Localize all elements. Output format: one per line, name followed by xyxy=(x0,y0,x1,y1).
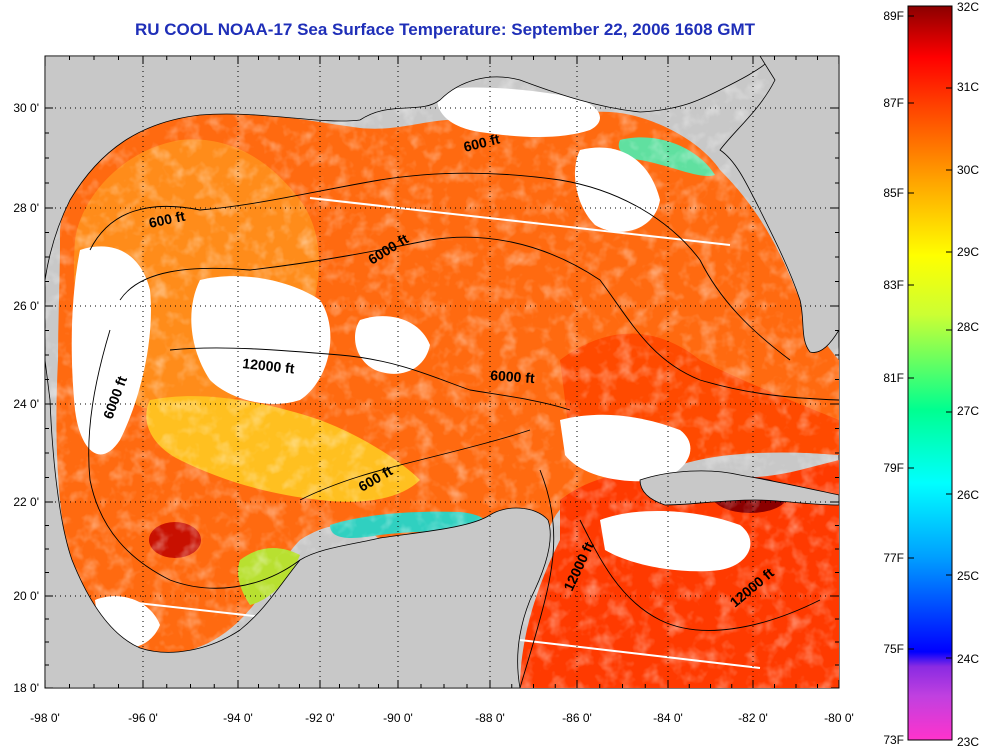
us-gulf-coast xyxy=(45,56,776,281)
latitude-axis: 30 0' 28 0' 26 0' 24 0' 22 0' 20 0' 18 0… xyxy=(13,101,39,695)
lat-label: 30 0' xyxy=(13,101,39,115)
lon-label: -90 0' xyxy=(383,711,413,725)
lon-label: -96 0' xyxy=(128,711,158,725)
lat-label: 28 0' xyxy=(13,201,39,215)
map-title: RU COOL NOAA-17 Sea Surface Temperature:… xyxy=(134,20,756,39)
lon-label: -94 0' xyxy=(223,711,253,725)
lon-label: -98 0' xyxy=(30,711,60,725)
lon-label: -82 0' xyxy=(738,711,768,725)
lat-label: 20 0' xyxy=(13,589,39,603)
graticule xyxy=(45,56,839,688)
swath-line xyxy=(519,639,761,669)
lon-label: -80 0' xyxy=(824,711,854,725)
longitude-axis: -98 0' -96 0' -94 0' -92 0' -90 0' -88 0… xyxy=(30,711,854,725)
contour-label: 6000 ft xyxy=(490,367,536,386)
swath-line xyxy=(309,197,731,246)
lon-label: -86 0' xyxy=(562,711,592,725)
lon-label: -84 0' xyxy=(653,711,683,725)
bathymetry-contours xyxy=(88,172,839,688)
axis-ticks xyxy=(44,56,840,689)
lat-label: 24 0' xyxy=(13,397,39,411)
florida-peninsula xyxy=(719,56,839,353)
lat-label: 26 0' xyxy=(13,299,39,313)
contour-label: 600 ft xyxy=(147,208,186,231)
contour-label: 12000 ft xyxy=(242,355,296,376)
cuba xyxy=(639,470,839,506)
lon-label: -92 0' xyxy=(305,711,335,725)
lon-label: -88 0' xyxy=(475,711,505,725)
lat-label: 18 0' xyxy=(13,681,39,695)
lat-label: 22 0' xyxy=(13,495,39,509)
